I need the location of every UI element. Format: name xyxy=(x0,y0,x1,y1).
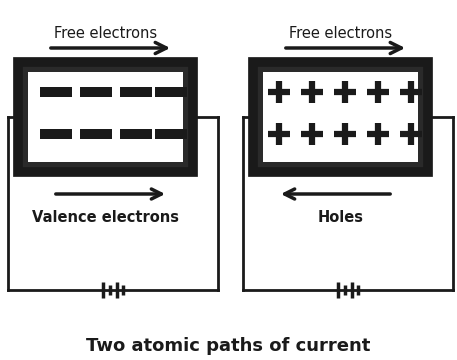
Bar xyxy=(253,62,428,172)
Text: Holes: Holes xyxy=(318,210,363,225)
Bar xyxy=(40,87,72,97)
Bar xyxy=(155,87,187,97)
Text: Free electrons: Free electrons xyxy=(54,27,157,41)
Bar xyxy=(28,72,183,162)
Bar xyxy=(155,129,187,139)
Text: Two atomic paths of current: Two atomic paths of current xyxy=(86,337,370,355)
Bar xyxy=(18,62,193,172)
Bar xyxy=(80,87,112,97)
Text: Valence electrons: Valence electrons xyxy=(32,210,179,225)
Bar xyxy=(80,129,112,139)
Bar xyxy=(263,72,418,162)
Bar xyxy=(40,129,72,139)
Bar xyxy=(120,129,152,139)
Bar xyxy=(120,87,152,97)
Text: Free electrons: Free electrons xyxy=(289,27,392,41)
